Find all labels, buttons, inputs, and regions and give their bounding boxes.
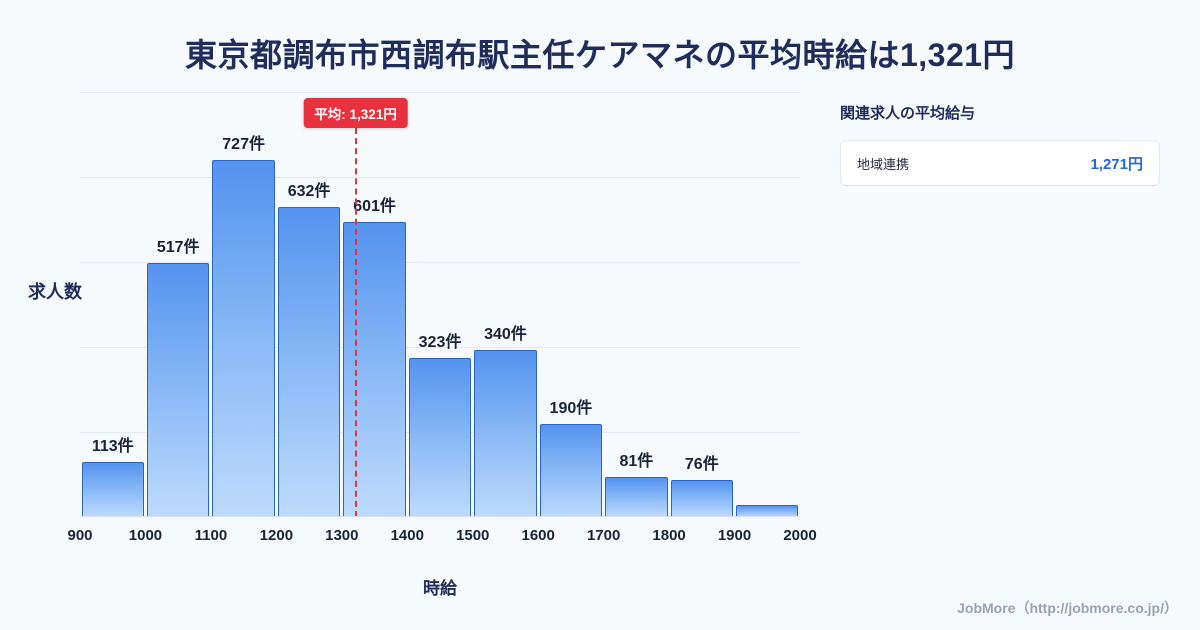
bars-container: 113件 517件 727件 632件 601件 323件 340件 190件 81件 76件 — [80, 92, 800, 517]
bar-count-label: 517件 — [156, 239, 200, 257]
histogram-bar — [212, 160, 275, 517]
y-axis-label: 求人数 — [28, 282, 82, 302]
bar-count-label: 113件 — [91, 437, 134, 455]
x-tick-label: 1400 — [390, 527, 424, 544]
histogram-bar — [736, 504, 799, 517]
bar-slot: 113件 — [80, 92, 145, 517]
side-panel-heading: 関連求人の平均給与 — [840, 105, 976, 122]
histogram-plot: 113件 517件 727件 632件 601件 323件 340件 190件 81件 76件 9… — [67, 92, 817, 544]
x-tick-label: 2000 — [783, 527, 817, 544]
histogram-bar — [670, 479, 734, 517]
histogram-bar — [343, 221, 406, 517]
gridline — [80, 92, 800, 93]
histogram-bar — [146, 263, 210, 517]
x-axis-ticks: 900 1000 1100 1200 1300 1400 1500 1600 1700 1800 1… — [67, 92, 816, 544]
x-tick-label: 1900 — [717, 527, 752, 544]
related-job-value: 1,271円 — [1090, 155, 1143, 173]
bar-slot: 81件 — [604, 92, 669, 517]
x-tick-label: 900 — [67, 527, 93, 544]
bar-count-label: 323件 — [418, 334, 462, 352]
histogram-bar — [277, 206, 341, 517]
x-tick-label: 1300 — [325, 527, 359, 544]
bar-slot: 601件 — [342, 92, 407, 517]
bar-slot: 517件 — [145, 92, 210, 517]
x-tick-label: 1200 — [259, 527, 294, 544]
x-tick-label: 1800 — [652, 527, 686, 544]
bar-count-label: 632件 — [287, 182, 331, 200]
gridline — [80, 347, 800, 348]
gridline — [80, 262, 800, 263]
related-job-label: 地域連携 — [857, 156, 910, 172]
histogram-bar — [474, 350, 537, 517]
bar-slot: 727件 — [211, 92, 276, 517]
x-tick-label: 1700 — [586, 527, 621, 544]
bar-count-label: 727件 — [222, 136, 265, 153]
bar-slot: 632件 — [276, 92, 341, 517]
x-tick-label: 1600 — [521, 527, 555, 544]
histogram-bar — [408, 358, 472, 517]
bar-slot: 76件 — [669, 92, 734, 517]
average-badge: 平均: 1,321円 — [303, 98, 408, 128]
bar-count-label: 190件 — [549, 399, 593, 417]
x-tick-label: 1500 — [456, 527, 490, 544]
bar-count-label: 76件 — [684, 455, 719, 473]
bar-slot: 340件 — [473, 92, 538, 517]
histogram-bar — [605, 477, 668, 517]
bar-count-label: 340件 — [484, 326, 527, 344]
related-job-card: 地域連携 1,271円 — [840, 140, 1160, 186]
bar-count-label: 81件 — [619, 453, 654, 471]
footer-credit: JobMore（http://jobmore.co.jp/） — [957, 600, 1178, 616]
x-axis-label: 時給 — [423, 579, 457, 598]
x-tick-label: 1000 — [128, 527, 163, 544]
bar-slot: 323件 — [407, 92, 472, 517]
bar-slot: 190件 — [538, 92, 603, 517]
page-title: 東京都調布市西調布駅主任ケアマネの平均時給は1,321円 — [184, 37, 1016, 73]
histogram-bar — [539, 423, 603, 517]
x-tick-label: 1100 — [194, 527, 228, 544]
gridline — [80, 177, 800, 178]
histogram-bar — [81, 461, 144, 517]
bar-count-label: 601件 — [353, 197, 396, 215]
bar-slot — [735, 92, 800, 517]
average-line — [354, 128, 357, 517]
